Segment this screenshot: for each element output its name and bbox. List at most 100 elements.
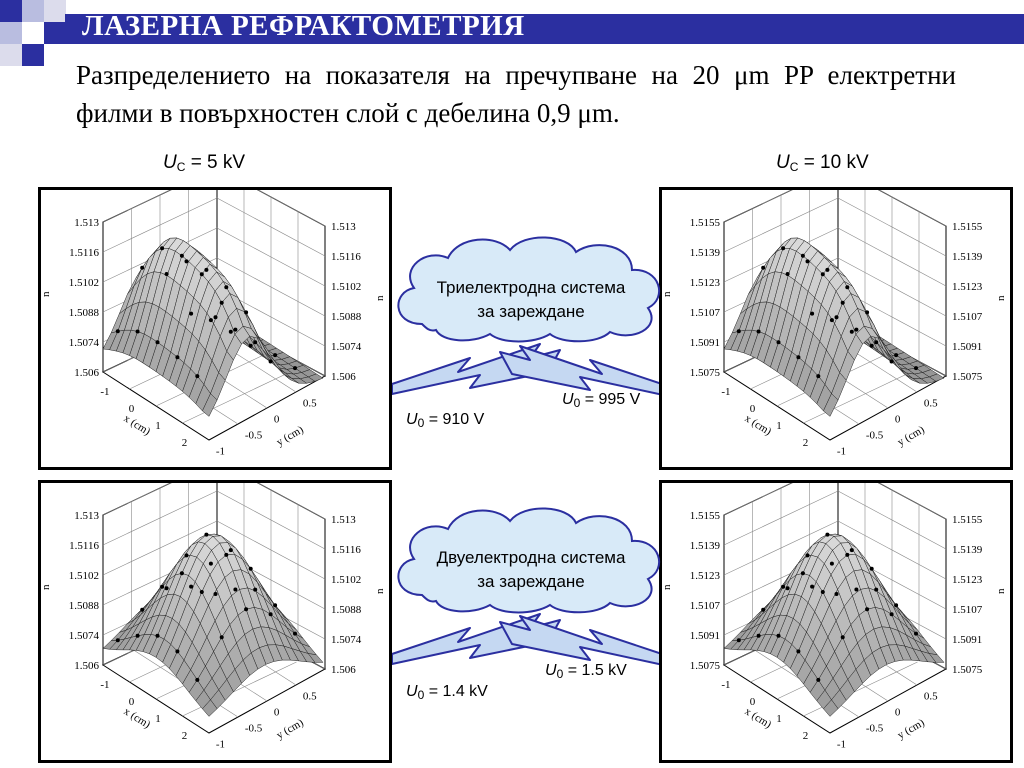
decor-square-5 [44, 22, 66, 44]
measured-point [140, 607, 145, 612]
measured-point [840, 300, 845, 305]
z-tick-right: 1.5123 [952, 281, 983, 293]
z-tick-right: 1.506 [331, 371, 356, 383]
z-tick-left: 1.5102 [69, 570, 99, 582]
z-tick-right: 1.5075 [952, 371, 983, 383]
measured-point [179, 253, 184, 258]
z-tick-left: 1.5123 [690, 570, 721, 582]
measured-point [160, 584, 165, 589]
measured-point [195, 677, 200, 682]
y-axis-label: y (cm) [896, 424, 927, 449]
measured-point [293, 366, 297, 371]
measured-point [865, 310, 870, 315]
x-tick: 0 [750, 696, 756, 708]
measured-point [135, 329, 140, 334]
measured-point [248, 343, 253, 348]
measured-point [213, 315, 218, 320]
z-axis-label-left: n [41, 584, 52, 590]
y-tick: 0.5 [303, 690, 317, 702]
y-tick: 0 [274, 706, 280, 718]
measured-point [219, 300, 224, 305]
y-tick: -0.5 [245, 722, 263, 734]
measured-point [845, 285, 850, 290]
measured-point [840, 635, 845, 640]
measured-point [164, 272, 169, 276]
decor-square-3 [44, 0, 66, 22]
measured-point [736, 638, 741, 643]
measured-point [800, 571, 805, 576]
measured-point [785, 272, 790, 276]
surface-chart-svg: 1.513 1.513 1.5116 1.5116 1.5102 1.5102 1.5088… [41, 190, 386, 457]
x-axis-label: x (cm) [121, 412, 152, 438]
y-tick: -1 [216, 738, 225, 750]
measured-point [155, 340, 160, 345]
voltage-top-right: U0 = 995 V [562, 391, 641, 410]
column-label-right: UC = 10 kV [776, 152, 869, 174]
measured-point [189, 584, 194, 589]
z-tick-left: 1.5155 [690, 217, 721, 229]
z-tick-left: 1.5075 [690, 367, 721, 379]
measured-point [175, 355, 180, 360]
measured-point [874, 340, 879, 345]
cloud-bottom-text: Двуелектродна система за зареждане [392, 546, 670, 594]
z-tick-left: 1.5107 [690, 307, 721, 319]
subtitle-text: Разпределението на показателя на пречупв… [76, 60, 956, 128]
measured-point [865, 607, 870, 612]
measured-point [233, 327, 238, 332]
decor-square-6 [22, 44, 44, 66]
z-axis-label-right: n [995, 295, 1007, 301]
measured-point [825, 267, 830, 272]
measured-point [155, 633, 160, 638]
measured-point [874, 587, 879, 592]
measured-point [160, 246, 165, 251]
chart-panel-bottom-left: 1.513 1.513 1.5116 1.5116 1.5102 1.5102 1.5088… [38, 480, 392, 763]
z-tick-left: 1.506 [74, 367, 99, 379]
x-tick: 2 [803, 730, 809, 742]
z-tick-left: 1.5107 [690, 600, 721, 612]
x-axis-label: x (cm) [121, 705, 152, 731]
y-tick: 0.5 [924, 690, 938, 702]
measured-point [761, 265, 766, 270]
z-tick-left: 1.5075 [690, 660, 721, 672]
cloud-top [397, 236, 661, 343]
measured-point [184, 259, 189, 264]
measured-point [829, 318, 834, 323]
z-tick-left: 1.513 [74, 510, 99, 522]
z-tick-left: 1.5123 [690, 277, 721, 289]
y-tick: -0.5 [245, 429, 263, 441]
measured-points [736, 532, 918, 682]
measured-point [213, 592, 218, 596]
cloud-bottom-line1: Двуелектродна система [436, 548, 626, 567]
measured-point [894, 353, 899, 358]
z-tick-right: 1.5155 [952, 221, 983, 233]
measured-point [224, 552, 229, 557]
z-axis-label-left: n [662, 291, 673, 297]
z-tick-left: 1.5139 [690, 540, 721, 552]
cloud-top-line2: за зареждане [477, 302, 585, 321]
z-tick-left: 1.506 [74, 660, 99, 672]
z-tick-right: 1.5102 [331, 574, 361, 586]
y-tick: 0 [895, 413, 901, 425]
measured-point [756, 633, 761, 638]
decor-square-1 [0, 0, 22, 22]
measured-point [869, 343, 874, 348]
voltage-top-left: U0 = 910 V [406, 411, 485, 430]
y-axis-label: y (cm) [896, 717, 927, 742]
measured-point [810, 584, 815, 589]
measured-points [115, 246, 297, 379]
measured-point [825, 532, 830, 537]
x-tick: -1 [100, 386, 109, 398]
measured-point [889, 359, 894, 364]
z-tick-right: 1.5116 [331, 251, 361, 263]
y-tick: -0.5 [866, 722, 884, 734]
column-label-left: UC = 5 kV [163, 152, 246, 174]
x-tick: 0 [129, 403, 135, 415]
measured-point [244, 607, 249, 612]
measured-point [204, 267, 209, 272]
measured-point [800, 253, 805, 258]
decor-square-7 [0, 44, 22, 66]
z-tick-right: 1.513 [331, 514, 356, 526]
measured-points [736, 246, 918, 379]
measured-point [268, 612, 273, 617]
